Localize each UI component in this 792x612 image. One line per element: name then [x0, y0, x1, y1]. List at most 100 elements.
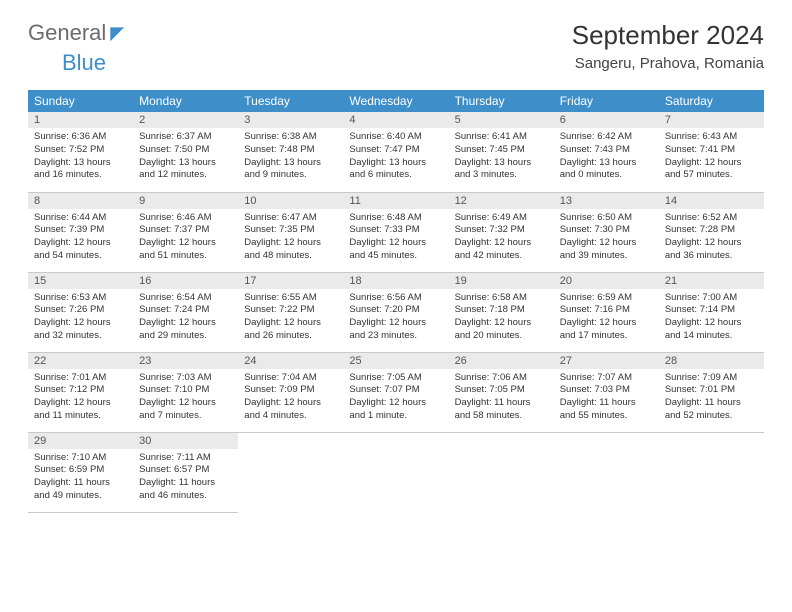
- day-content: Sunrise: 6:59 AMSunset: 7:16 PMDaylight:…: [554, 289, 659, 349]
- daylight2-line: and 14 minutes.: [665, 330, 758, 343]
- sunset-line: Sunset: 7:18 PM: [455, 304, 548, 317]
- daylight1-line: Daylight: 12 hours: [455, 237, 548, 250]
- sunrise-line: Sunrise: 6:47 AM: [244, 212, 337, 225]
- day-content: Sunrise: 6:48 AMSunset: 7:33 PMDaylight:…: [343, 209, 448, 269]
- day-number: 27: [554, 353, 659, 369]
- day-content: Sunrise: 6:40 AMSunset: 7:47 PMDaylight:…: [343, 128, 448, 188]
- sunrise-line: Sunrise: 6:44 AM: [34, 212, 127, 225]
- sunset-line: Sunset: 7:35 PM: [244, 224, 337, 237]
- day-number: 22: [28, 353, 133, 369]
- day-content: Sunrise: 7:01 AMSunset: 7:12 PMDaylight:…: [28, 369, 133, 429]
- sunrise-line: Sunrise: 6:41 AM: [455, 131, 548, 144]
- sunrise-line: Sunrise: 7:07 AM: [560, 372, 653, 385]
- day-content: Sunrise: 6:38 AMSunset: 7:48 PMDaylight:…: [238, 128, 343, 188]
- sunset-line: Sunset: 7:16 PM: [560, 304, 653, 317]
- calendar-cell: 30Sunrise: 7:11 AMSunset: 6:57 PMDayligh…: [133, 432, 238, 512]
- sunrise-line: Sunrise: 6:56 AM: [349, 292, 442, 305]
- calendar-cell: 28Sunrise: 7:09 AMSunset: 7:01 PMDayligh…: [659, 352, 764, 432]
- calendar-cell: 25Sunrise: 7:05 AMSunset: 7:07 PMDayligh…: [343, 352, 448, 432]
- daylight1-line: Daylight: 12 hours: [560, 317, 653, 330]
- sunset-line: Sunset: 7:07 PM: [349, 384, 442, 397]
- daylight1-line: Daylight: 12 hours: [455, 317, 548, 330]
- calendar-cell: 9Sunrise: 6:46 AMSunset: 7:37 PMDaylight…: [133, 192, 238, 272]
- sunset-line: Sunset: 7:20 PM: [349, 304, 442, 317]
- daylight1-line: Daylight: 12 hours: [139, 317, 232, 330]
- day-content: Sunrise: 6:54 AMSunset: 7:24 PMDaylight:…: [133, 289, 238, 349]
- day-number: 12: [449, 193, 554, 209]
- calendar-cell: [554, 432, 659, 512]
- day-number: 18: [343, 273, 448, 289]
- daylight1-line: Daylight: 11 hours: [139, 477, 232, 490]
- weekday-header: Tuesday: [238, 90, 343, 112]
- sunset-line: Sunset: 7:43 PM: [560, 144, 653, 157]
- daylight2-line: and 1 minute.: [349, 410, 442, 423]
- calendar-cell: 3Sunrise: 6:38 AMSunset: 7:48 PMDaylight…: [238, 112, 343, 192]
- calendar-cell: 19Sunrise: 6:58 AMSunset: 7:18 PMDayligh…: [449, 272, 554, 352]
- weekday-row: SundayMondayTuesdayWednesdayThursdayFrid…: [28, 90, 764, 112]
- day-number: 2: [133, 112, 238, 128]
- sunset-line: Sunset: 7:01 PM: [665, 384, 758, 397]
- daylight1-line: Daylight: 13 hours: [560, 157, 653, 170]
- sunset-line: Sunset: 7:52 PM: [34, 144, 127, 157]
- day-number: 28: [659, 353, 764, 369]
- day-content: Sunrise: 6:36 AMSunset: 7:52 PMDaylight:…: [28, 128, 133, 188]
- sunrise-line: Sunrise: 7:00 AM: [665, 292, 758, 305]
- day-content: Sunrise: 6:46 AMSunset: 7:37 PMDaylight:…: [133, 209, 238, 269]
- day-content: Sunrise: 6:43 AMSunset: 7:41 PMDaylight:…: [659, 128, 764, 188]
- sunset-line: Sunset: 7:50 PM: [139, 144, 232, 157]
- sunrise-line: Sunrise: 6:49 AM: [455, 212, 548, 225]
- daylight1-line: Daylight: 12 hours: [665, 157, 758, 170]
- day-content: Sunrise: 6:55 AMSunset: 7:22 PMDaylight:…: [238, 289, 343, 349]
- sunset-line: Sunset: 7:48 PM: [244, 144, 337, 157]
- calendar-table: SundayMondayTuesdayWednesdayThursdayFrid…: [28, 90, 764, 513]
- calendar-cell: 21Sunrise: 7:00 AMSunset: 7:14 PMDayligh…: [659, 272, 764, 352]
- daylight2-line: and 11 minutes.: [34, 410, 127, 423]
- day-content: Sunrise: 6:53 AMSunset: 7:26 PMDaylight:…: [28, 289, 133, 349]
- sunrise-line: Sunrise: 7:10 AM: [34, 452, 127, 465]
- sunset-line: Sunset: 7:24 PM: [139, 304, 232, 317]
- calendar-cell: 24Sunrise: 7:04 AMSunset: 7:09 PMDayligh…: [238, 352, 343, 432]
- daylight2-line: and 36 minutes.: [665, 250, 758, 263]
- day-content: Sunrise: 7:03 AMSunset: 7:10 PMDaylight:…: [133, 369, 238, 429]
- daylight1-line: Daylight: 12 hours: [139, 397, 232, 410]
- daylight2-line: and 52 minutes.: [665, 410, 758, 423]
- sunset-line: Sunset: 7:47 PM: [349, 144, 442, 157]
- sunrise-line: Sunrise: 6:46 AM: [139, 212, 232, 225]
- sunrise-line: Sunrise: 6:37 AM: [139, 131, 232, 144]
- sunrise-line: Sunrise: 7:06 AM: [455, 372, 548, 385]
- day-number: 6: [554, 112, 659, 128]
- day-content: Sunrise: 6:42 AMSunset: 7:43 PMDaylight:…: [554, 128, 659, 188]
- location: Sangeru, Prahova, Romania: [572, 55, 764, 72]
- sunrise-line: Sunrise: 6:42 AM: [560, 131, 653, 144]
- daylight1-line: Daylight: 13 hours: [349, 157, 442, 170]
- daylight1-line: Daylight: 13 hours: [244, 157, 337, 170]
- daylight2-line: and 54 minutes.: [34, 250, 127, 263]
- weekday-header: Wednesday: [343, 90, 448, 112]
- daylight1-line: Daylight: 12 hours: [560, 237, 653, 250]
- calendar-cell: 12Sunrise: 6:49 AMSunset: 7:32 PMDayligh…: [449, 192, 554, 272]
- daylight1-line: Daylight: 12 hours: [665, 237, 758, 250]
- calendar-row: 1Sunrise: 6:36 AMSunset: 7:52 PMDaylight…: [28, 112, 764, 192]
- day-content: Sunrise: 7:09 AMSunset: 7:01 PMDaylight:…: [659, 369, 764, 429]
- day-content: Sunrise: 7:06 AMSunset: 7:05 PMDaylight:…: [449, 369, 554, 429]
- daylight1-line: Daylight: 12 hours: [34, 237, 127, 250]
- day-number: 4: [343, 112, 448, 128]
- calendar-row: 8Sunrise: 6:44 AMSunset: 7:39 PMDaylight…: [28, 192, 764, 272]
- daylight1-line: Daylight: 12 hours: [34, 317, 127, 330]
- day-content: Sunrise: 6:58 AMSunset: 7:18 PMDaylight:…: [449, 289, 554, 349]
- brand-secondary: Blue: [62, 50, 106, 76]
- calendar-cell: 20Sunrise: 6:59 AMSunset: 7:16 PMDayligh…: [554, 272, 659, 352]
- daylight1-line: Daylight: 11 hours: [665, 397, 758, 410]
- daylight2-line: and 3 minutes.: [455, 169, 548, 182]
- month-title: September 2024: [572, 20, 764, 51]
- calendar-cell: 26Sunrise: 7:06 AMSunset: 7:05 PMDayligh…: [449, 352, 554, 432]
- calendar-cell: 13Sunrise: 6:50 AMSunset: 7:30 PMDayligh…: [554, 192, 659, 272]
- sunset-line: Sunset: 6:57 PM: [139, 464, 232, 477]
- sunset-line: Sunset: 7:22 PM: [244, 304, 337, 317]
- day-content: Sunrise: 6:52 AMSunset: 7:28 PMDaylight:…: [659, 209, 764, 269]
- day-number: 25: [343, 353, 448, 369]
- sunrise-line: Sunrise: 7:05 AM: [349, 372, 442, 385]
- daylight2-line: and 9 minutes.: [244, 169, 337, 182]
- sunset-line: Sunset: 6:59 PM: [34, 464, 127, 477]
- daylight2-line: and 42 minutes.: [455, 250, 548, 263]
